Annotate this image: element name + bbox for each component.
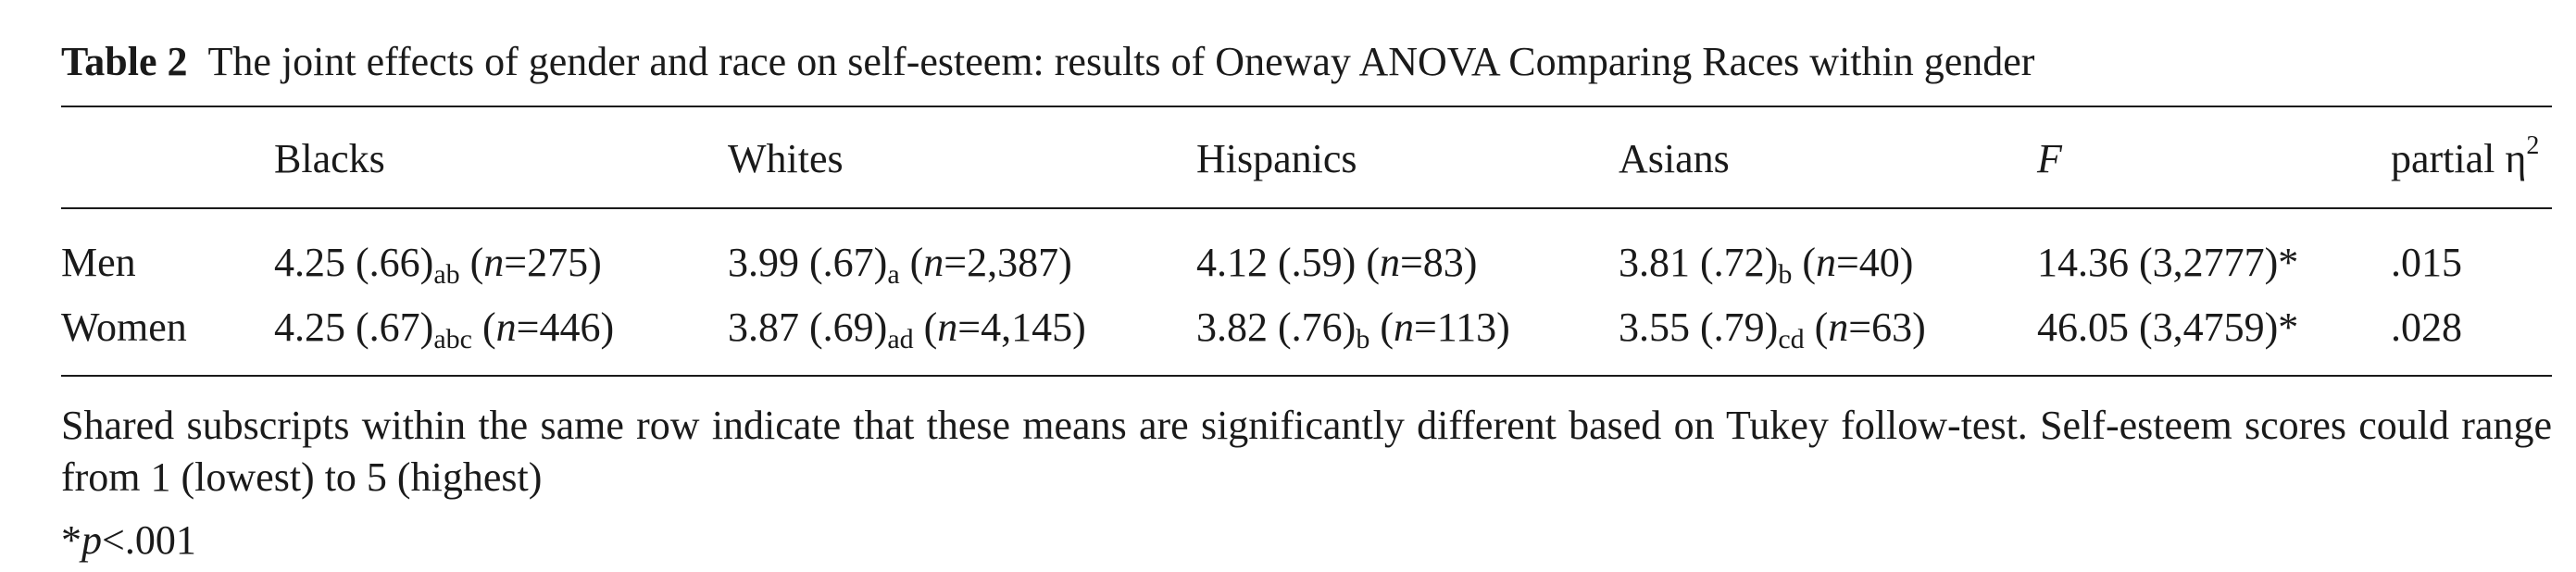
cell-sd: (.66): [356, 240, 434, 285]
table-cell: 3.82 (.76)b (n=113): [1196, 305, 1510, 354]
cell-mean: 4.25: [274, 240, 345, 285]
cell-n: 275: [527, 240, 589, 285]
cell-mean: 3.81: [1619, 240, 1690, 285]
col-header-asians: Asians: [1619, 136, 1730, 181]
cell-n-label: n: [1828, 305, 1849, 350]
table-cell: 3.55 (.79)cd (n=63): [1619, 305, 1926, 354]
cell-n: 40: [1858, 240, 1900, 285]
cell-sd: (.59): [1278, 240, 1357, 285]
cell-subscript: ab: [433, 259, 460, 290]
cell-subscript: cd: [1778, 324, 1805, 354]
cell-n-label: n: [1393, 305, 1414, 350]
col-header-f: F: [2037, 136, 2062, 181]
cell-n-label: n: [483, 240, 505, 285]
cell-n: 83: [1422, 240, 1464, 285]
cell-subscript: ad: [887, 324, 914, 354]
header-rule: [61, 207, 2552, 209]
cell-n: 2,387: [967, 240, 1059, 285]
f-value: 46.05 (3,4759)*: [2037, 305, 2299, 350]
cell-subscript: b: [1778, 259, 1793, 290]
cell-n: 4,145: [981, 305, 1073, 350]
cell-subscript: abc: [433, 324, 472, 354]
cell-n-label: n: [1379, 240, 1400, 285]
cell-n-label: n: [1815, 240, 1836, 285]
cell-n: 63: [1871, 305, 1913, 350]
cell-n-label: n: [937, 305, 958, 350]
table-cell: 4.12 (.59) (n=83): [1196, 240, 1478, 285]
cell-mean: 3.87: [728, 305, 799, 350]
table-cell: 3.99 (.67)a (n=2,387): [728, 240, 1072, 290]
cell-mean: 4.25: [274, 305, 345, 350]
cell-n: 446: [539, 305, 601, 350]
cell-subscript: a: [887, 259, 900, 290]
table-title: The joint effects of gender and race on …: [207, 39, 2035, 84]
row-label: Men: [61, 240, 136, 285]
cell-mean: 3.82: [1196, 305, 1268, 350]
table-caption: Table 2 The joint effects of gender and r…: [61, 35, 2034, 89]
cell-mean: 3.55: [1619, 305, 1690, 350]
cell-sd: (.72): [1700, 240, 1779, 285]
bottom-rule: [61, 375, 2552, 377]
table-cell: 3.81 (.72)b (n=40): [1619, 240, 1914, 290]
cell-mean: 4.12: [1196, 240, 1268, 285]
table-cell: 3.87 (.69)ad (n=4,145): [728, 305, 1086, 354]
table-label: Table 2: [61, 39, 188, 84]
top-rule: [61, 106, 2552, 107]
cell-sd: (.76): [1278, 305, 1357, 350]
table-cell: 4.25 (.66)ab (n=275): [274, 240, 602, 290]
f-value: 14.36 (3,2777)*: [2037, 240, 2299, 285]
table-cell: 4.25 (.67)abc (n=446): [274, 305, 615, 354]
cell-n-label: n: [923, 240, 944, 285]
cell-subscript: b: [1356, 324, 1370, 354]
cell-sd: (.67): [809, 240, 888, 285]
cell-sd: (.69): [809, 305, 888, 350]
partial-eta-value: .015: [2391, 240, 2462, 285]
col-header-partial-eta: partial η2: [2391, 131, 2540, 182]
cell-n: 113: [1436, 305, 1497, 350]
col-header-blacks: Blacks: [274, 136, 385, 181]
cell-sd: (.79): [1700, 305, 1779, 350]
partial-eta-value: .028: [2391, 305, 2462, 350]
row-label: Women: [61, 305, 187, 350]
cell-mean: 3.99: [728, 240, 799, 285]
col-header-hispanics: Hispanics: [1196, 136, 1357, 181]
col-header-whites: Whites: [728, 136, 844, 181]
cell-sd: (.67): [356, 305, 434, 350]
cell-n-label: n: [495, 305, 517, 350]
table-note: Shared subscripts within the same row in…: [61, 403, 2552, 500]
significance-note: *p<.001: [61, 517, 196, 563]
